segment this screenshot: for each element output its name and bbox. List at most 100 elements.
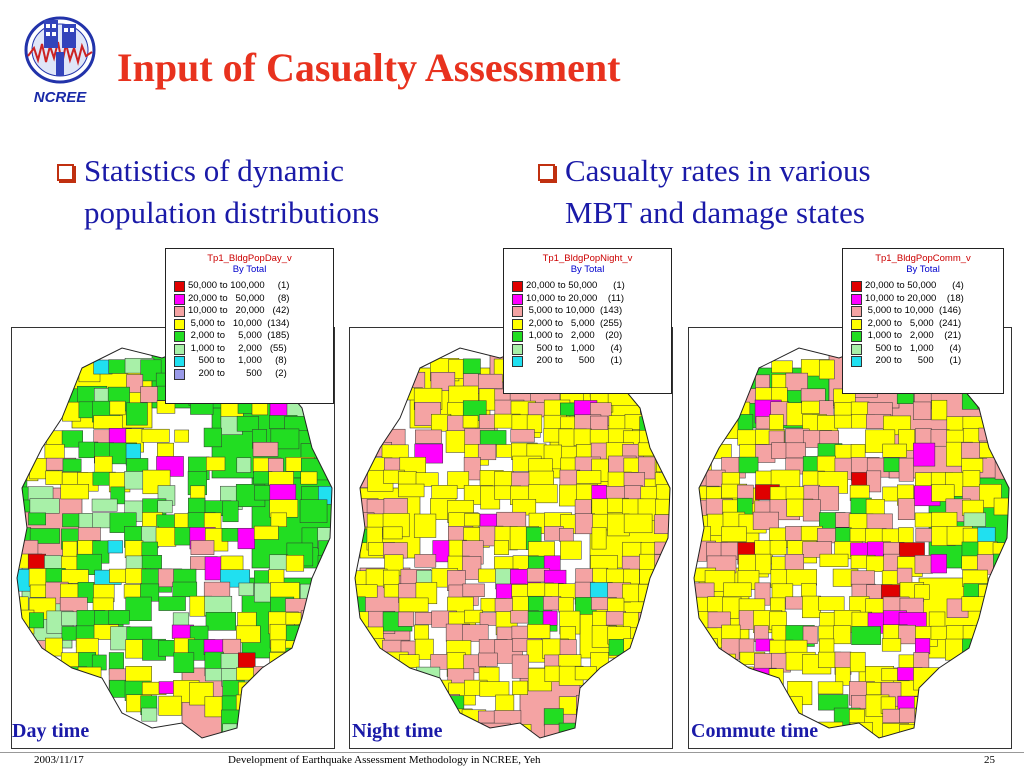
legend-swatch [174,343,185,355]
district [61,569,89,584]
district [882,739,901,748]
legend-row: 2,000 to 5,000 (255) [504,318,671,331]
district [91,694,112,719]
district [238,582,254,597]
district [671,640,672,654]
district [28,512,46,526]
district [963,652,986,666]
district [44,400,65,416]
district [252,442,279,457]
legend-row: 10,000 to 20,000 (11) [504,293,671,306]
district [45,373,75,389]
district [835,736,864,738]
district [574,666,597,681]
district [671,695,672,715]
district [236,625,261,643]
district [606,707,625,729]
district [17,430,34,452]
legend-row: 2,000 to 5,000 (185) [166,330,333,343]
district [914,555,933,574]
district [172,581,198,598]
district [705,443,732,459]
district [528,484,558,504]
district [415,429,442,444]
district [332,500,334,513]
district [333,471,334,492]
district [78,527,101,541]
district [285,612,302,625]
legend-label: 200 to 500 (1) [526,355,623,366]
district [478,735,509,738]
legend-swatch [512,306,523,317]
district [1010,596,1011,614]
district [655,696,670,721]
district [559,528,574,542]
district [238,681,268,705]
district [300,471,318,485]
district [671,724,672,746]
district [78,682,103,702]
legend-swatch [174,293,185,305]
district [978,427,1002,442]
district [992,414,1009,438]
district [29,528,60,544]
district [994,694,1009,719]
district [29,696,51,719]
district [62,458,82,472]
district [269,735,299,738]
district [694,470,709,486]
district [576,470,602,484]
district [494,540,509,555]
district [124,471,146,490]
district [333,613,334,626]
legend-row: 10,000 to 20,000 (18) [843,293,1003,306]
district [655,709,670,727]
district [333,443,334,456]
district [382,526,403,540]
district [1008,696,1009,712]
district [174,429,189,443]
district [203,581,231,598]
district [493,710,522,731]
district [108,610,130,625]
district [462,583,485,597]
district [317,708,332,732]
legend-label: 2,000 to 5,000 (255) [526,317,623,329]
district [993,709,1009,731]
district [1010,725,1011,744]
district [802,499,821,522]
district [317,668,332,682]
district [669,569,670,589]
district [694,401,708,425]
district [915,528,933,543]
district [510,724,532,738]
map-districts [355,347,672,748]
district [623,722,652,738]
legend-row: 500 to 1,000 (4) [504,343,671,356]
district [45,637,63,657]
district [993,582,1009,599]
district [398,654,420,668]
district [866,470,882,493]
district [694,372,721,388]
bullet-casualty-rates: Casualty rates in various MBT and damage… [538,150,978,240]
legend-row: 50,000 to 100,000 (1) [166,280,333,293]
district [671,739,672,748]
district [236,457,252,473]
district [928,611,946,629]
district [899,707,917,723]
legend-swatch [512,356,523,367]
district [694,696,707,716]
district [707,665,728,681]
legend-swatch [851,293,862,305]
district [173,737,201,738]
district [721,472,740,486]
district [978,624,995,646]
district [528,458,553,473]
footer-page-number: 25 [984,754,995,766]
district [495,694,515,712]
legend-label: 10,000 to 20,000 (18) [865,292,964,304]
district [333,682,334,702]
district [236,723,253,738]
district [671,541,672,557]
